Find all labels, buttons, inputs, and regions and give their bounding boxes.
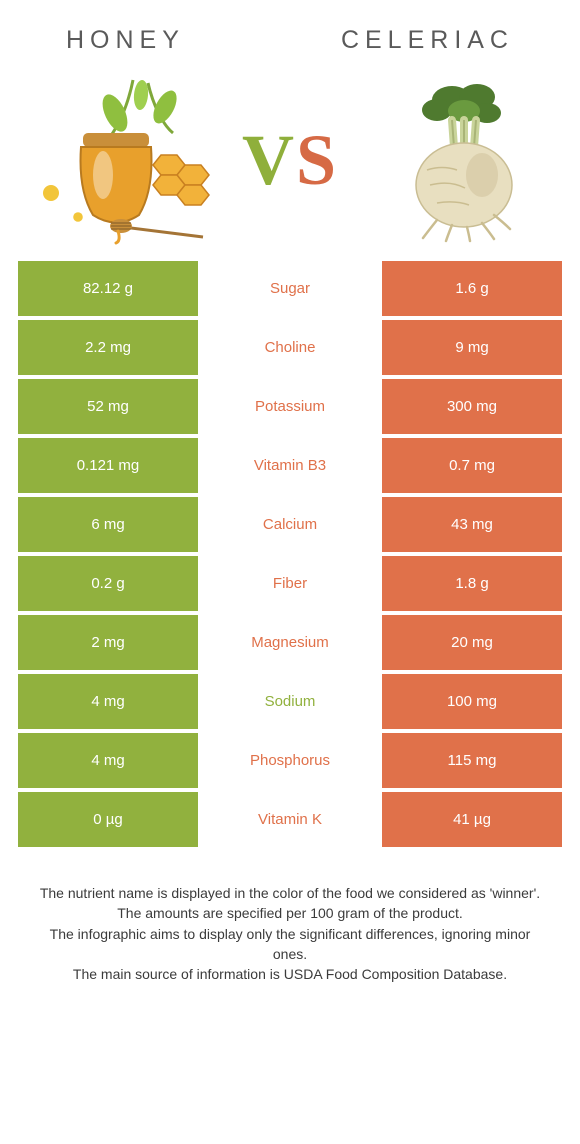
footer-line-2: The amounts are specified per 100 gram o… xyxy=(38,903,542,923)
footer-line-3: The infographic aims to display only the… xyxy=(38,924,542,965)
celeriac-illustration-icon xyxy=(382,75,542,245)
cell-right: 100 mg xyxy=(382,674,562,729)
cell-right: 43 mg xyxy=(382,497,562,552)
cell-right: 20 mg xyxy=(382,615,562,670)
hero-image-honey xyxy=(18,65,248,255)
cell-left: 4 mg xyxy=(18,733,198,788)
cell-right: 9 mg xyxy=(382,320,562,375)
footer-line-4: The main source of information is USDA F… xyxy=(38,964,542,984)
cell-right: 1.8 g xyxy=(382,556,562,611)
title-honey: HONEY xyxy=(66,26,185,55)
nutrient-table: 82.12 g Sugar 1.6 g 2.2 mg Choline 9 mg … xyxy=(18,261,562,847)
cell-left: 6 mg xyxy=(18,497,198,552)
cell-left: 82.12 g xyxy=(18,261,198,316)
page-wrapper: HONEY CELERIAC xyxy=(0,0,580,984)
cell-right: 300 mg xyxy=(382,379,562,434)
footer-notes: The nutrient name is displayed in the co… xyxy=(18,883,562,984)
cell-label: Sodium xyxy=(198,674,382,729)
cell-right: 41 µg xyxy=(382,792,562,847)
hero-row: VS xyxy=(18,65,562,255)
table-row: 4 mg Sodium 100 mg xyxy=(18,674,562,729)
table-row: 6 mg Calcium 43 mg xyxy=(18,497,562,552)
cell-label: Phosphorus xyxy=(198,733,382,788)
cell-label: Potassium xyxy=(198,379,382,434)
vs-label: VS xyxy=(242,124,338,196)
cell-label: Vitamin B3 xyxy=(198,438,382,493)
cell-label: Choline xyxy=(198,320,382,375)
cell-label: Magnesium xyxy=(198,615,382,670)
cell-left: 0.2 g xyxy=(18,556,198,611)
table-row: 52 mg Potassium 300 mg xyxy=(18,379,562,434)
vs-v: V xyxy=(242,120,296,200)
cell-right: 0.7 mg xyxy=(382,438,562,493)
footer-line-1: The nutrient name is displayed in the co… xyxy=(38,883,542,903)
cell-left: 0 µg xyxy=(18,792,198,847)
cell-label: Fiber xyxy=(198,556,382,611)
cell-left: 4 mg xyxy=(18,674,198,729)
vs-s: S xyxy=(296,120,338,200)
table-row: 2 mg Magnesium 20 mg xyxy=(18,615,562,670)
cell-right: 1.6 g xyxy=(382,261,562,316)
table-row: 2.2 mg Choline 9 mg xyxy=(18,320,562,375)
cell-label: Calcium xyxy=(198,497,382,552)
cell-left: 52 mg xyxy=(18,379,198,434)
titles-row: HONEY CELERIAC xyxy=(18,18,562,65)
table-row: 82.12 g Sugar 1.6 g xyxy=(18,261,562,316)
honey-illustration-icon xyxy=(23,75,243,245)
cell-label: Vitamin K xyxy=(198,792,382,847)
hero-image-celeriac xyxy=(362,65,562,255)
cell-left: 2 mg xyxy=(18,615,198,670)
table-row: 0 µg Vitamin K 41 µg xyxy=(18,792,562,847)
cell-left: 0.121 mg xyxy=(18,438,198,493)
cell-label: Sugar xyxy=(198,261,382,316)
table-row: 0.2 g Fiber 1.8 g xyxy=(18,556,562,611)
cell-right: 115 mg xyxy=(382,733,562,788)
title-celeriac: CELERIAC xyxy=(341,26,514,55)
table-row: 4 mg Phosphorus 115 mg xyxy=(18,733,562,788)
cell-left: 2.2 mg xyxy=(18,320,198,375)
table-row: 0.121 mg Vitamin B3 0.7 mg xyxy=(18,438,562,493)
